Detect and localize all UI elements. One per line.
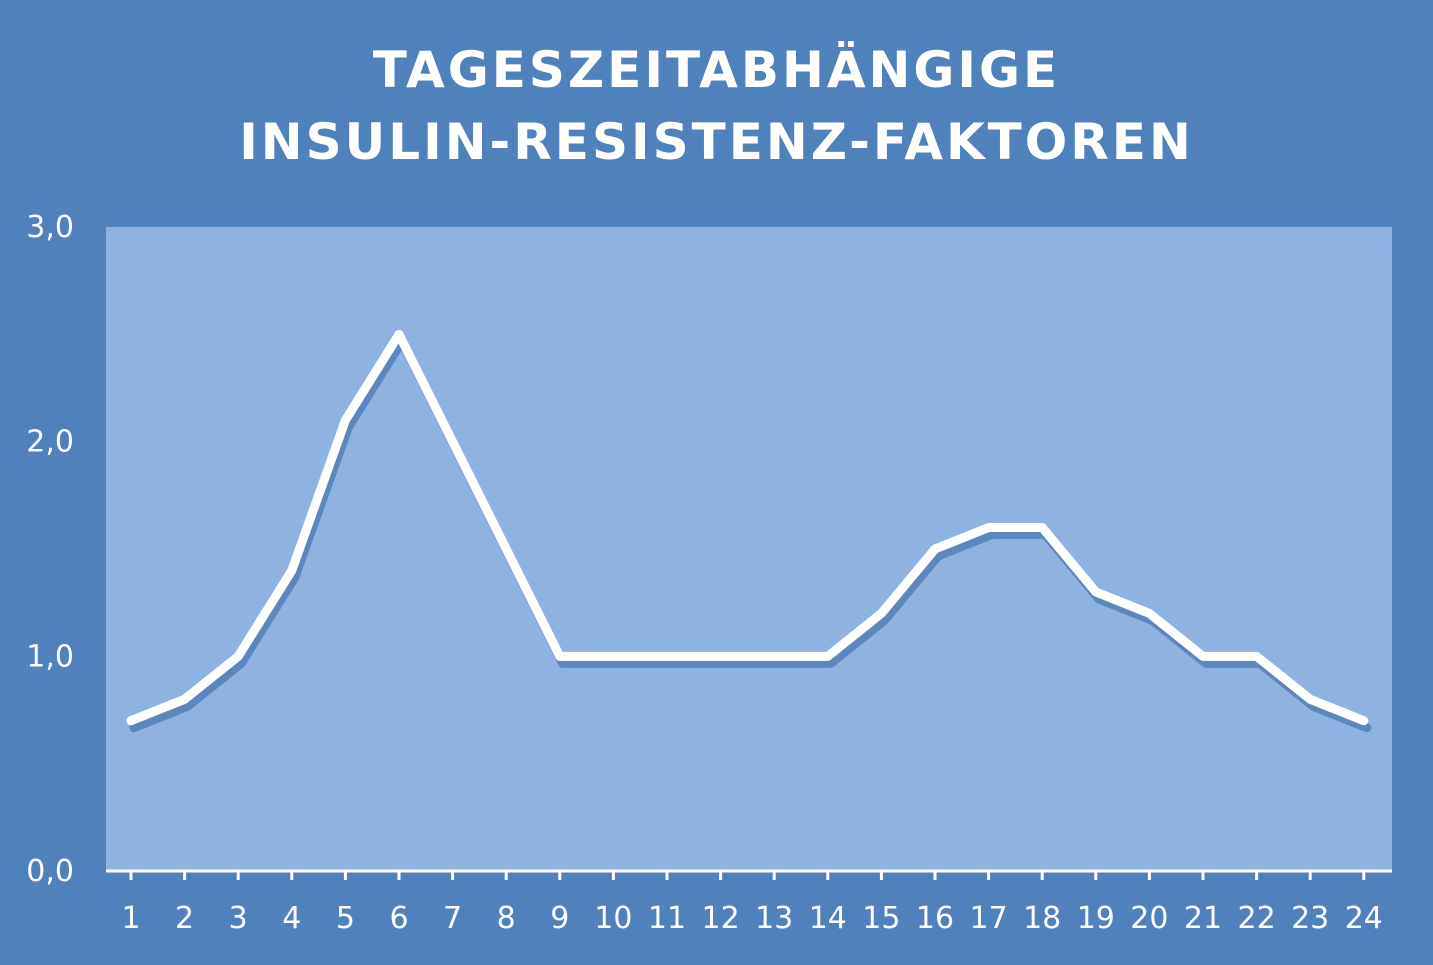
series-line <box>126 329 1369 726</box>
x-tick-label: 4 <box>282 901 301 936</box>
y-axis: 0,0 1,0 2,0 3,0 <box>26 210 74 889</box>
x-tick-label: 10 <box>594 901 632 936</box>
drop-lines <box>130 334 1365 871</box>
x-tick-label: 11 <box>648 901 686 936</box>
x-tick-label: 24 <box>1345 901 1383 936</box>
x-tick-label: 15 <box>862 901 900 936</box>
chart-title-line-2: INSULIN-RESISTENZ-FAKTOREN <box>239 113 1194 171</box>
x-tick-label: 14 <box>809 901 847 936</box>
y-tick-label: 2,0 <box>26 425 74 460</box>
x-tick-label: 19 <box>1077 901 1115 936</box>
y-tick-label: 3,0 <box>26 210 74 245</box>
x-tick-label: 7 <box>443 901 462 936</box>
x-tick-label: 13 <box>755 901 793 936</box>
x-tick-label: 22 <box>1238 901 1276 936</box>
x-tick-label: 2 <box>175 901 194 936</box>
x-axis: 1 2 3 4 5 6 7 8 9 10 11 12 13 14 15 16 17 18 19 20 21 22 23 24 <box>106 869 1392 936</box>
x-tick-label: 6 <box>389 901 408 936</box>
x-tick-label: 12 <box>702 901 740 936</box>
y-tick-label: 0,0 <box>26 854 74 889</box>
x-tick-label: 17 <box>970 901 1008 936</box>
x-tick-label: 8 <box>497 901 516 936</box>
x-tick-label: 1 <box>121 901 140 936</box>
y-tick-label: 1,0 <box>26 639 74 674</box>
x-tick-label: 9 <box>550 901 569 936</box>
x-tick-label: 5 <box>336 901 355 936</box>
x-tick-label: 21 <box>1184 901 1222 936</box>
x-tick-label: 18 <box>1023 901 1061 936</box>
x-tick-label: 20 <box>1130 901 1168 936</box>
series <box>126 329 1372 733</box>
x-tick-label: 3 <box>229 901 248 936</box>
x-tick-label: 23 <box>1291 901 1329 936</box>
chart-title-line-1: TAGESZEITABHÄNGIGE <box>372 41 1061 99</box>
plot-area <box>106 227 1392 871</box>
x-tick-label: 16 <box>916 901 954 936</box>
